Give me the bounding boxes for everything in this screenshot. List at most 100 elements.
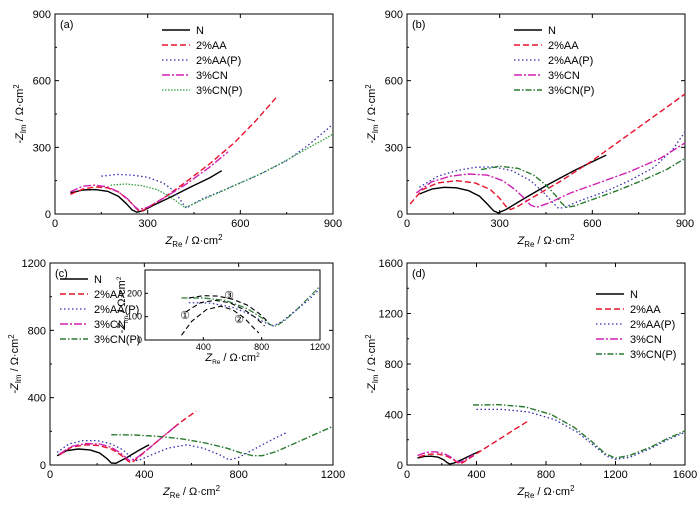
inset-x-axis-title: ZRe / Ω·cm2 <box>204 352 260 366</box>
inset-annotation-3: ③ <box>224 290 234 302</box>
y-tick-label: 1200 <box>22 258 46 270</box>
inset-x-tick-label: 400 <box>196 342 211 352</box>
legend-label: 3%CN <box>94 319 126 331</box>
series-line-2%AA <box>59 410 197 464</box>
legend: N 2%AA 2%AA(P) 3%CN 3%CN(P) <box>514 25 594 97</box>
series-line-2%AA(P) <box>476 408 686 460</box>
inset-y-tick-label: 0 <box>137 335 142 345</box>
plot-frame <box>49 262 334 466</box>
y-tick-label: 0 <box>397 460 403 472</box>
y-axis-title: -ZIm / Ω·cm2 <box>7 334 23 393</box>
legend: N 2%AA 2%AA(P) 3%CN 3%CN(P) <box>596 289 676 361</box>
y-tick-label: 0 <box>397 209 403 221</box>
x-tick-label: 0 <box>47 469 53 481</box>
legend: N 2%AA 2%AA(P) 3%CN 3%CN(P) <box>60 274 140 346</box>
legend: N 2%AA 2%AA(P) 3%CN 3%CN(P) <box>162 25 242 97</box>
y-tick-label: 900 <box>385 9 403 21</box>
y-tick-label: 300 <box>385 142 403 154</box>
x-tick-label: 1200 <box>321 469 345 481</box>
series-line-3%CN(P) <box>480 157 686 208</box>
legend-label: N <box>196 25 204 37</box>
inset-annotation-2: ② <box>234 314 244 326</box>
x-tick-label: 800 <box>229 469 247 481</box>
y-axis-title: -ZIm / Ω·cm2 <box>364 334 380 393</box>
y-tick-label: 800 <box>28 325 46 337</box>
chart-panel-2: 0 300 600 900 0 300 600 900 (b) ZRe / Ω·cm2 -ZIm /… <box>364 9 694 249</box>
inset-annotation-1: ① <box>180 310 190 322</box>
legend-label: 2%AA(P) <box>94 304 139 316</box>
inset-y-axis-title: -ZIm / Ω·cm2 <box>116 276 130 333</box>
inset-x-tick-label: 1200 <box>310 342 330 352</box>
plot-frame <box>406 262 686 466</box>
panel-label: (c) <box>55 268 68 280</box>
x-axis-title: ZRe / Ω·cm2 <box>162 484 220 500</box>
series-line-3%CN(P) <box>110 133 334 208</box>
chart-panel-1: 0 300 600 900 0 300 600 900 (a) ZRe / Ω·cm2 -ZIm /… <box>12 9 342 249</box>
inset-frame <box>144 269 321 341</box>
series-line-N <box>417 450 481 465</box>
legend-label: 2%AA <box>94 289 125 301</box>
series-line-2%AA(P) <box>56 432 287 462</box>
series-line-2%AA(P) <box>419 131 686 210</box>
legend-label: 3%CN <box>548 70 580 82</box>
x-tick-label: 0 <box>404 469 410 481</box>
inset-series-line-3 <box>181 305 260 336</box>
legend-label: 2%AA <box>548 40 579 52</box>
legend-label: N <box>548 25 556 37</box>
x-tick-label: 900 <box>676 218 694 230</box>
legend-label: 2%AA <box>630 304 661 316</box>
x-tick-label: 400 <box>135 469 153 481</box>
x-tick-label: 1600 <box>673 469 697 481</box>
series-line-3%CN <box>70 151 229 211</box>
series-line-2%AA <box>409 93 686 211</box>
y-axis-title: -ZIm / Ω·cm2 <box>12 84 28 143</box>
legend-label: 3%CN <box>630 334 662 346</box>
y-tick-label: 400 <box>28 393 46 405</box>
x-tick-label: 300 <box>138 218 156 230</box>
legend-label: 3%CN(P) <box>630 349 676 361</box>
y-tick-label: 600 <box>33 76 51 88</box>
panel-label: (a) <box>60 19 73 31</box>
legend-label: 2%AA(P) <box>548 55 593 67</box>
x-axis-title: ZRe / Ω·cm2 <box>517 233 575 249</box>
series-line-2%AA(P) <box>101 123 334 210</box>
inset-series-line-4 <box>185 299 265 327</box>
inset-chart: 400 800 1200 0 100 200 ① ②③ ZRe / Ω·cm2 -ZIm / Ω·… <box>116 269 330 366</box>
y-axis-title: -ZIm / Ω·cm2 <box>364 84 380 143</box>
series-line-2%AA <box>70 95 278 213</box>
y-tick-label: 900 <box>33 9 51 21</box>
legend-label: N <box>630 289 638 301</box>
series-line-N <box>56 444 150 464</box>
legend-label: 3%CN <box>196 70 228 82</box>
series-line-3%CN <box>417 451 474 464</box>
x-axis-title: ZRe / Ω·cm2 <box>165 233 223 249</box>
x-tick-label: 1200 <box>603 469 627 481</box>
x-tick-label: 600 <box>231 218 249 230</box>
inset-series-line-1 <box>181 285 321 327</box>
legend-label: 3%CN(P) <box>548 85 594 97</box>
x-axis-title: ZRe / Ω·cm2 <box>517 484 575 500</box>
series-line-3%CN(P) <box>472 404 686 459</box>
legend-label: 3%CN(P) <box>196 85 242 97</box>
y-tick-label: 0 <box>40 460 46 472</box>
x-tick-label: 800 <box>537 469 555 481</box>
y-tick-label: 800 <box>385 359 403 371</box>
x-tick-label: 400 <box>467 469 485 481</box>
series-line-N <box>70 170 223 213</box>
x-tick-label: 900 <box>324 218 342 230</box>
inset-y-tick-label: 200 <box>127 288 142 298</box>
y-tick-label: 400 <box>385 410 403 422</box>
legend-label: 3%CN(P) <box>94 334 140 346</box>
inset-series-line-5 <box>188 295 268 322</box>
legend-label: 2%AA(P) <box>196 55 241 67</box>
chart-panel-4: 0 400 800 1200 1600 0 400 800 1200 1600 (d) ZRe / Ω… <box>364 258 697 500</box>
x-tick-label: 0 <box>404 218 410 230</box>
series-line-3%CN(P) <box>111 425 334 457</box>
plot-frame <box>406 13 686 215</box>
panel-label: (d) <box>412 268 425 280</box>
x-tick-label: 0 <box>52 218 58 230</box>
y-tick-label: 600 <box>385 76 403 88</box>
x-tick-label: 600 <box>583 218 601 230</box>
inset-x-tick-label: 800 <box>254 342 269 352</box>
